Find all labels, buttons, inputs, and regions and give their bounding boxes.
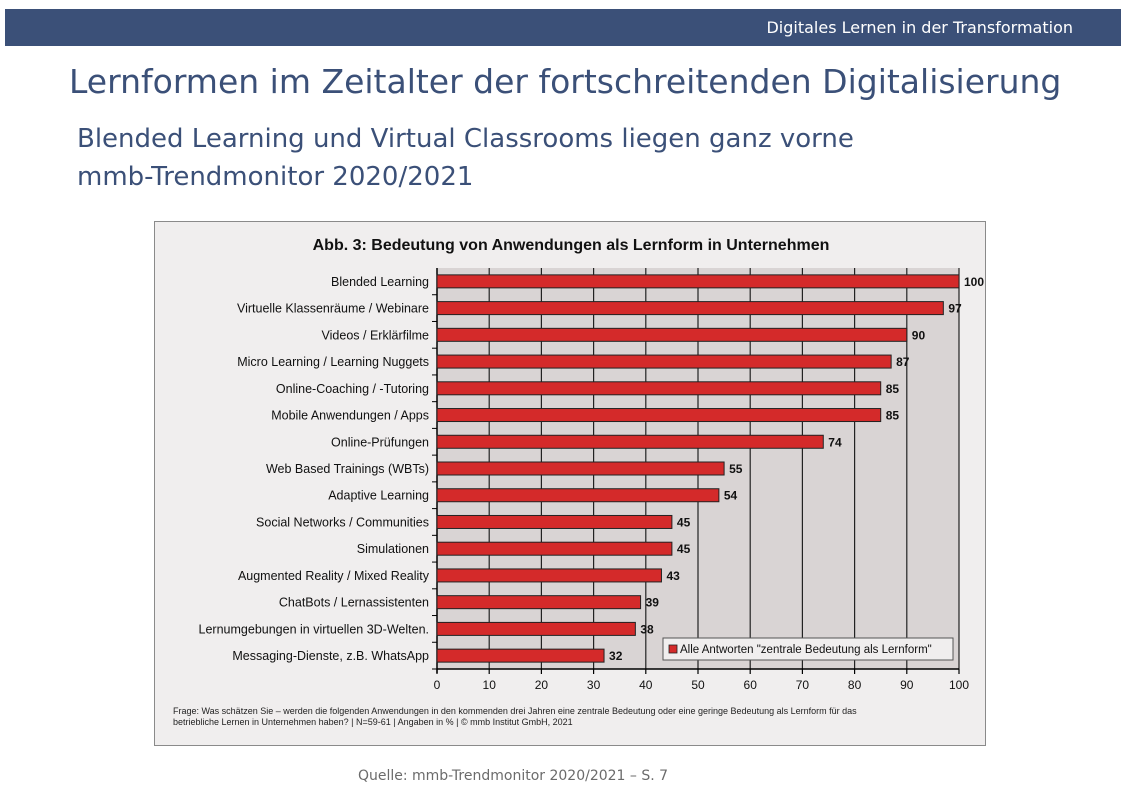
category-label: ChatBots / Lernassistenten <box>279 596 429 610</box>
bar <box>436 541 673 556</box>
bar-chart: Abb. 3: Bedeutung von Anwendungen als Le… <box>173 237 984 727</box>
category-label: Messaging-Dienste, z.B. WhatsApp <box>232 649 429 663</box>
bar <box>436 274 960 289</box>
value-label: 43 <box>666 569 680 583</box>
x-tick-label: 20 <box>535 678 549 692</box>
value-label: 54 <box>724 489 738 503</box>
value-label: 38 <box>640 622 654 636</box>
x-tick-label: 80 <box>848 678 862 692</box>
category-label: Web Based Trainings (WBTs) <box>266 462 429 476</box>
category-label: Virtuelle Klassenräume / Webinare <box>237 302 429 316</box>
footnote-line-1: Frage: Was schätzen Sie – werden die fol… <box>173 706 857 716</box>
bar <box>436 461 725 476</box>
category-label: Social Networks / Communities <box>256 515 429 529</box>
x-tick-label: 0 <box>434 678 441 692</box>
chart-frame: Abb. 3: Bedeutung von Anwendungen als Le… <box>154 221 986 746</box>
value-label: 87 <box>896 355 910 369</box>
x-tick-label: 60 <box>744 678 758 692</box>
x-tick-label: 40 <box>639 678 653 692</box>
value-label: 97 <box>948 302 962 316</box>
legend-box <box>662 637 954 661</box>
bar <box>436 354 892 369</box>
bar <box>436 488 720 503</box>
value-label: 32 <box>609 649 623 663</box>
x-tick-label: 100 <box>949 678 969 692</box>
value-label: 100 <box>964 275 984 289</box>
legend-label: Alle Antworten "zentrale Bedeutung als L… <box>680 644 932 656</box>
bar <box>436 434 824 449</box>
x-tick-label: 10 <box>483 678 497 692</box>
category-label: Micro Learning / Learning Nuggets <box>237 355 429 369</box>
x-tick-label: 70 <box>796 678 810 692</box>
value-label: 45 <box>677 542 691 556</box>
category-label: Adaptive Learning <box>328 489 429 503</box>
value-label: 90 <box>912 328 926 342</box>
bar <box>436 514 673 529</box>
category-label: Online-Coaching / -Tutoring <box>276 382 429 396</box>
source-caption: Quelle: mmb-Trendmonitor 2020/2021 – S. … <box>357 768 669 784</box>
bar <box>436 327 908 342</box>
bar <box>436 568 662 583</box>
bar <box>436 621 636 636</box>
x-tick-label: 90 <box>900 678 914 692</box>
value-label: 85 <box>886 382 900 396</box>
header-title: Digitales Lernen in der Transformation <box>766 18 1073 37</box>
page-title: Lernformen im Zeitalter der fortschreite… <box>69 62 1062 101</box>
bar <box>436 595 642 610</box>
category-label: Videos / Erklärfilme <box>322 328 429 342</box>
category-label: Simulationen <box>357 542 429 556</box>
category-label: Mobile Anwendungen / Apps <box>271 409 429 423</box>
category-label: Online-Prüfungen <box>331 435 429 449</box>
subtitle-line-2: mmb-Trendmonitor 2020/2021 <box>77 162 474 192</box>
legend-swatch <box>668 644 678 654</box>
footnote-line-2: betriebliche Lernen in Unternehmen haben… <box>173 717 573 727</box>
bar <box>436 408 882 423</box>
x-tick-label: 50 <box>691 678 705 692</box>
value-label: 45 <box>677 515 691 529</box>
x-tick-label: 30 <box>587 678 601 692</box>
chart-title: Abb. 3: Bedeutung von Anwendungen als Le… <box>313 237 830 254</box>
bar <box>436 648 605 663</box>
bar <box>436 381 882 396</box>
category-label: Lernumgebungen in virtuellen 3D-Welten. <box>199 622 429 636</box>
value-label: 85 <box>886 409 900 423</box>
value-label: 74 <box>828 435 842 449</box>
category-label: Blended Learning <box>331 275 429 289</box>
subtitle-line-1: Blended Learning und Virtual Classrooms … <box>77 124 854 154</box>
value-label: 55 <box>729 462 743 476</box>
value-label: 39 <box>646 596 660 610</box>
category-label: Augmented Reality / Mixed Reality <box>238 569 430 583</box>
header-bar: Digitales Lernen in der Transformation <box>5 9 1121 46</box>
bar <box>436 301 944 316</box>
